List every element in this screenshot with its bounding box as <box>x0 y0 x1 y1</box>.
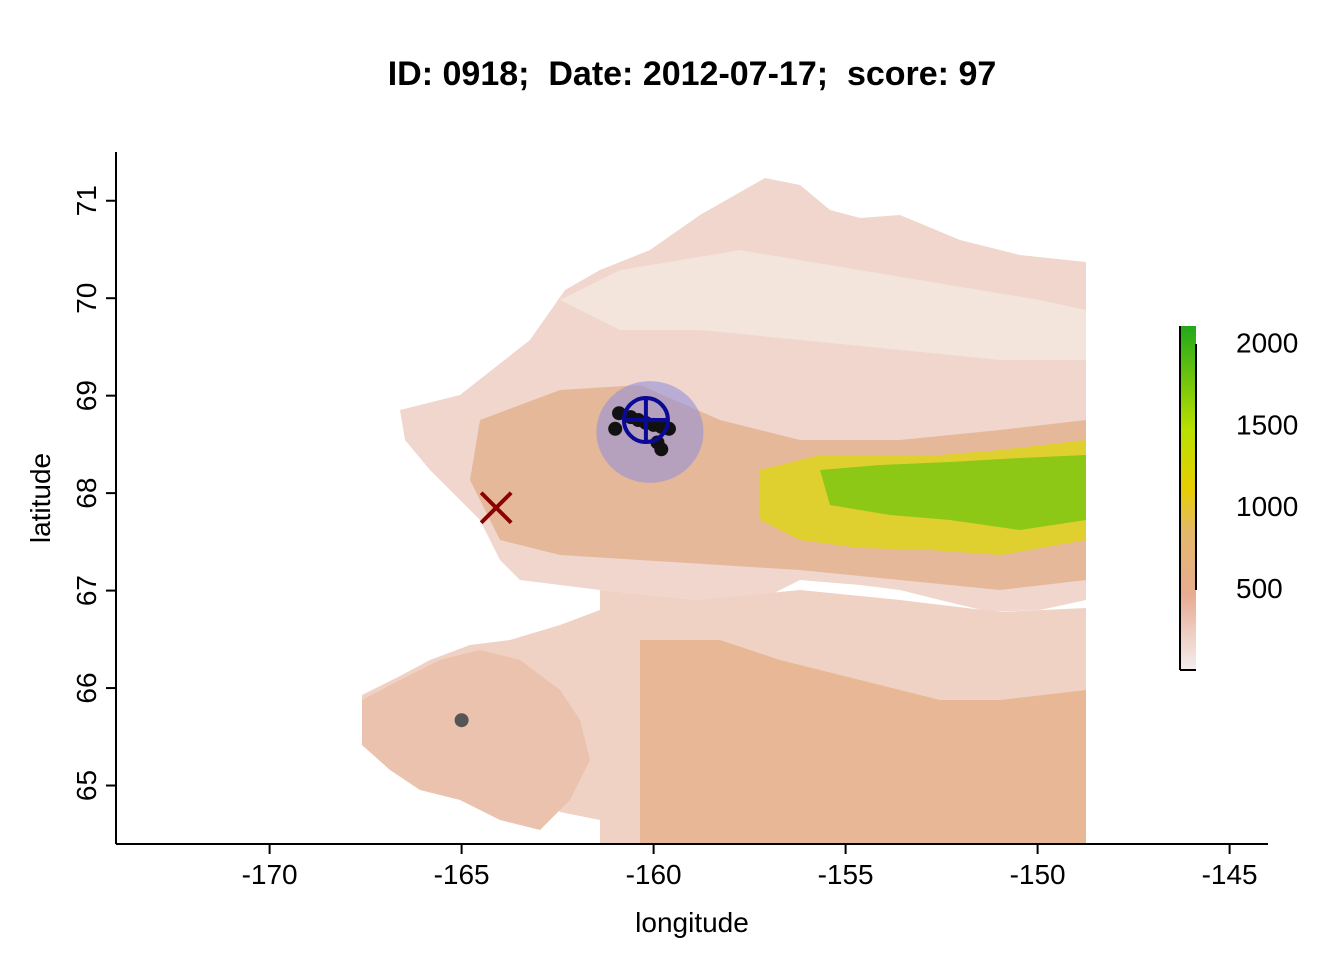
plot-title: ID: 0918; Date: 2012-07-17; score: 97 <box>387 55 997 93</box>
observation-point <box>654 442 669 457</box>
x-tick-label: -145 <box>1202 859 1258 890</box>
y-tick-label: 68 <box>71 478 102 509</box>
x-tick-label: -155 <box>818 859 874 890</box>
y-axis-title: latitude <box>25 453 56 543</box>
x-axis-title: longitude <box>635 907 749 938</box>
y-tick-label: 70 <box>71 283 102 314</box>
y-tick-label: 71 <box>71 185 102 216</box>
observation-point <box>608 421 623 436</box>
x-ticks: -170 -165 -160 -155 -150 -145 <box>242 844 1258 890</box>
colorbar-ticks: 500 1000 1500 2000 <box>1236 327 1298 604</box>
colorbar-tick-label: 1500 <box>1236 409 1298 440</box>
land-seward-peninsula <box>362 650 590 830</box>
x-tick-label: -170 <box>242 859 298 890</box>
estimate-region <box>596 381 704 483</box>
colorbar-scale <box>1180 326 1196 670</box>
y-ticks: 65 66 67 68 69 70 71 <box>71 185 116 801</box>
x-tick-label: -160 <box>626 859 682 890</box>
land-southern-hills <box>640 640 1086 844</box>
colorbar-tick-label: 2000 <box>1236 327 1298 358</box>
x-tick-label: -150 <box>1010 859 1066 890</box>
y-tick-label: 69 <box>71 380 102 411</box>
observation-point <box>454 713 469 728</box>
axes: -170 -165 -160 -155 -150 -145 65666768697071 … <box>25 152 1268 938</box>
land-highest-peaks <box>820 455 1086 530</box>
y-tick-label: 65 <box>71 770 102 801</box>
y-tick-label: 67 <box>71 575 102 606</box>
y-tick-label: 66 <box>71 672 102 703</box>
colorbar-tick-label: 1000 <box>1236 491 1298 522</box>
true-location-marker <box>479 491 513 525</box>
colorbar: 500 1000 1500 2000 <box>1179 326 1298 671</box>
land-northern-coast <box>560 250 1086 360</box>
colorbar-tick-label: 500 <box>1236 573 1283 604</box>
x-tick-label: -165 <box>434 859 490 890</box>
plot-overlay <box>454 381 704 728</box>
terrain-layer <box>362 178 1086 844</box>
